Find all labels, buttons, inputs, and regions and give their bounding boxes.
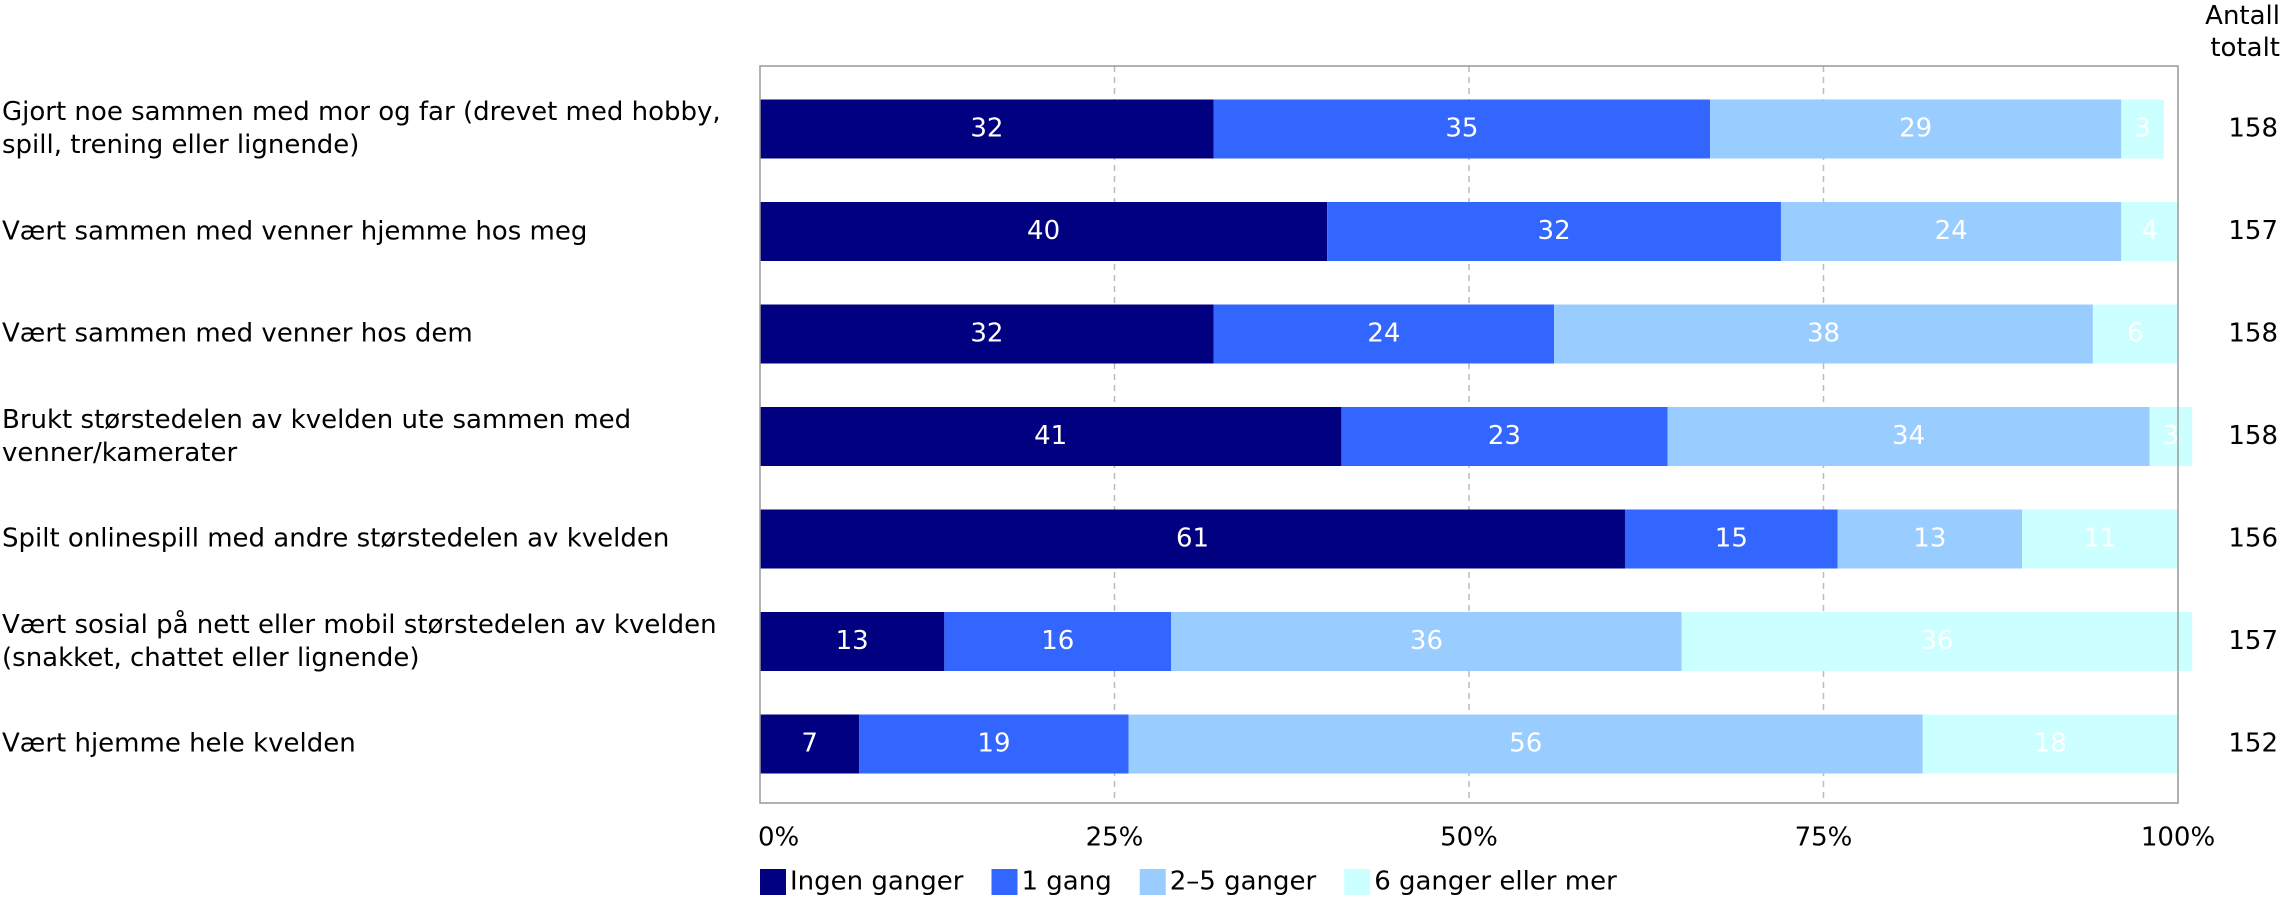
legend-swatch [1344,869,1371,895]
bar-segment [1213,99,1711,159]
bar-segment [760,99,1214,159]
total-label: 158 [2228,114,2278,144]
total-label: 158 [2228,319,2278,349]
bar-segment [1341,407,1668,466]
value-label: 7 [801,729,818,759]
bar-segment [760,202,1328,261]
category-label: Vært sammen med venner hos dem [2,318,473,349]
value-label: 34 [1892,421,1925,451]
x-tick-label: 0% [758,823,799,853]
x-tick-label: 50% [1440,823,1498,853]
legend-swatch [760,869,786,895]
value-label: 11 [2083,524,2116,554]
value-label: 41 [1034,421,1067,451]
legend-label: 2–5 ganger [1170,867,1317,897]
bar-segment [1667,407,2150,466]
plot-frame [759,65,2179,804]
total-label: 156 [2228,524,2278,554]
value-label: 6 [2127,319,2144,349]
x-tick-label: 75% [1795,823,1853,853]
legend-swatch [991,869,1018,895]
bar-segment [2092,304,2178,364]
value-label: 19 [977,729,1010,759]
bar-segment [2149,407,2193,466]
category-label: Brukt størstedelen av kvelden ute sammen… [2,404,632,468]
value-label: 36 [1920,626,1953,656]
bar-segment [2121,99,2164,159]
category-label: Spilt onlinespill med andre størstedelen… [2,523,670,554]
category-label: Vært hjemme hele kvelden [2,728,356,759]
value-label: 61 [1176,524,1209,554]
value-label: 36 [1410,626,1443,656]
value-label: 32 [1538,216,1571,246]
value-label: 32 [970,319,1003,349]
value-label: 32 [970,114,1003,144]
legend-label: Ingen ganger [790,867,964,897]
total-label: 152 [2228,729,2278,759]
bar-segment [1554,304,2093,364]
bar-segment [1710,99,2122,159]
bar-segment [1624,509,1838,569]
bar-segment [1837,509,2023,569]
value-label: 38 [1807,319,1840,349]
bar-segment [944,612,1172,671]
bar-segment [760,612,945,671]
total-label: 158 [2228,421,2278,451]
value-label: 40 [1027,216,1060,246]
bar-segment [1128,714,1923,774]
total-label: 157 [2228,626,2278,656]
value-label: 16 [1041,626,1074,656]
value-label: 24 [1935,216,1968,246]
x-tick-label: 25% [1086,823,1144,853]
legend-swatch [1139,869,1166,895]
category-label: Vært sosial på nett eller mobil størsted… [2,609,717,673]
bar-segment [760,407,1342,466]
bar-segment [1922,714,2178,774]
bar-segment [1780,202,2122,261]
bar-segment [1681,612,2193,671]
value-label: 13 [1913,524,1946,554]
value-label: 15 [1715,524,1748,554]
bar-segment [760,509,1625,569]
bar-segment [1171,612,1682,671]
legend-label: 6 ganger eller mer [1374,867,1617,897]
value-label: 35 [1445,114,1478,144]
bar-segment [859,714,1129,774]
value-label: 4 [2141,216,2158,246]
category-label: Vært sammen med venner hjemme hos meg [2,216,588,246]
totals-header: Antall totalt [2205,1,2280,63]
value-label: 56 [1509,729,1542,759]
category-label: Gjort noe sammen med mor og far (drevet … [2,97,721,160]
value-label: 29 [1899,114,1932,144]
bar-segment [760,304,1214,364]
bar-segment [1213,304,1555,364]
bar-segment [1327,202,1781,261]
value-label: 13 [836,626,869,656]
legend-label: 1 gang [1022,867,1112,897]
bar-segment [760,714,860,774]
bar-segment [2022,509,2178,569]
value-label: 23 [1488,421,1521,451]
value-label: 3 [2134,114,2151,144]
bar-segment [2121,202,2178,261]
value-label: 18 [2034,729,2067,759]
x-tick-label: 100% [2141,823,2215,853]
value-label: 24 [1367,319,1400,349]
total-label: 157 [2228,216,2278,246]
value-label: 3 [2163,421,2180,451]
